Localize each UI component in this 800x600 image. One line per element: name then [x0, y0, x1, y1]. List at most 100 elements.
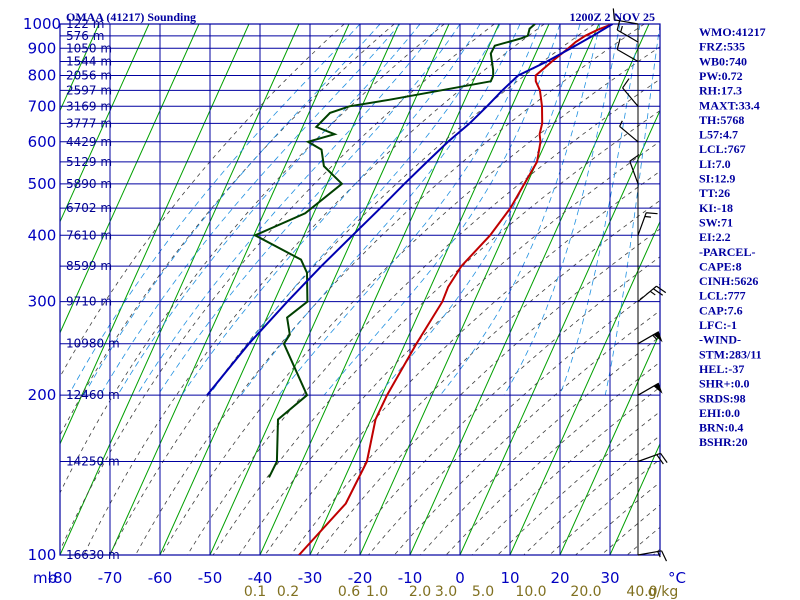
stat-line: LI:7.0 [699, 157, 731, 171]
y-axis-unit-label: mb [33, 569, 57, 587]
stat-line: TT:26 [699, 186, 730, 200]
barb-staff [622, 87, 639, 107]
height-label: 5129 m [66, 155, 112, 169]
mixing-ratio-label: 2.0 [409, 584, 431, 600]
x-tick-label: -20 [348, 569, 373, 587]
barb-staff [629, 161, 639, 185]
chart-title: OMAA (41217) Sounding [66, 10, 196, 24]
barb-half [619, 120, 623, 127]
moist-adiabat-line [117, 24, 421, 396]
stat-line: STM:283/11 [699, 347, 762, 361]
isotherm-line [459, 109, 660, 555]
height-label: 1050 m [66, 41, 112, 55]
barb-staff [637, 382, 660, 396]
barb-staff [616, 48, 639, 63]
stat-line: KI:-18 [699, 201, 733, 215]
barb-pennant [653, 383, 663, 394]
x-tick-label: 0 [455, 569, 465, 587]
dry-adiabat-line [60, 24, 495, 552]
stat-line: CAP:7.6 [699, 303, 743, 317]
height-label: 10980 m [66, 337, 120, 351]
stat-line: BRN:0.4 [699, 421, 743, 435]
stat-line: LFC:-1 [699, 318, 737, 332]
y-tick-label: 200 [28, 386, 57, 404]
y-tick-label: 900 [28, 39, 57, 57]
stat-line: EHI:0.0 [699, 406, 740, 420]
wind-barb [637, 212, 658, 236]
dry-adiabat-line [575, 481, 660, 555]
y-tick-label: 400 [28, 226, 57, 244]
stat-line: EI:2.2 [699, 230, 731, 244]
stat-line: RH:17.3 [699, 84, 742, 98]
mixing-ratio-label: 10.0 [515, 584, 546, 600]
stat-line: FRZ:535 [699, 40, 745, 54]
x-tick-label: -80 [48, 569, 73, 587]
wind-barb [619, 120, 639, 143]
moist-adiabat-line [559, 24, 641, 396]
barb-full [612, 8, 615, 20]
isotherm-line [159, 24, 400, 555]
height-label: 14250 m [66, 454, 120, 468]
dry-adiabat-line [161, 46, 660, 555]
stat-line: PW:0.72 [699, 69, 743, 83]
x-tick-label: 30 [600, 569, 619, 587]
grid-lines [59, 23, 661, 556]
isotherm-line [409, 24, 650, 555]
wind-barbs [612, 8, 668, 562]
moist-adiabat-line [240, 24, 521, 396]
barb-full [656, 454, 664, 465]
height-label: 8599 m [66, 259, 112, 273]
wind-barb [637, 452, 668, 465]
sounding-series [206, 24, 614, 555]
height-label: 16630 m [66, 548, 120, 562]
barb-full [656, 285, 667, 294]
barb-half [620, 25, 623, 33]
wind-barb [612, 8, 639, 25]
y-tick-label: 1000 [23, 15, 61, 33]
isotherm-lines [60, 24, 660, 555]
height-label: 5890 m [66, 177, 112, 191]
x-tick-label: 10 [500, 569, 519, 587]
isotherm-line [609, 442, 660, 555]
moist-adiabat-line [323, 24, 561, 396]
x-tick-label: 20 [550, 569, 569, 587]
moist-adiabat-line [136, 24, 441, 396]
height-label: 1544 m [66, 54, 112, 68]
stat-line: -PARCEL- [699, 245, 755, 259]
moist-adiabat-line [99, 24, 401, 396]
dry-adiabat-lines [60, 24, 660, 555]
x-tick-label: -50 [198, 569, 223, 587]
stat-line: WB0:740 [699, 54, 747, 68]
stat-line: LCL:767 [699, 142, 746, 156]
mixing-ratio-label: 20.0 [570, 584, 601, 600]
height-label: 6702 m [66, 201, 112, 215]
series-line-dewpoint [252, 24, 536, 478]
barb-staff [637, 212, 647, 236]
chart-datetime: 1200Z 2 NOV 25 [570, 10, 655, 24]
height-label: 2056 m [66, 68, 112, 82]
height-label: 12460 m [66, 388, 120, 402]
height-label: 2597 m [66, 83, 112, 97]
y-tick-label: 100 [28, 546, 57, 564]
moist-adiabat-line [377, 24, 581, 396]
stat-line: -WIND- [699, 333, 741, 347]
height-label: 9710 m [66, 295, 112, 309]
isotherm-line [109, 24, 350, 555]
barb-staff [619, 125, 639, 143]
barb-full [622, 78, 630, 89]
stat-line: SRDS:98 [699, 391, 746, 405]
height-label: 7610 m [66, 228, 112, 242]
barb-staff [637, 285, 657, 303]
barb-staff [614, 19, 639, 25]
isotherm-line [209, 24, 450, 555]
stat-line: LCL:777 [699, 289, 746, 303]
isotherm-line [359, 24, 600, 555]
stat-line: MAXT:33.4 [699, 98, 760, 112]
height-label: 3777 m [66, 116, 112, 130]
y-tick-label: 600 [28, 133, 57, 151]
isotherm-line [559, 331, 660, 555]
y-tick-label: 800 [28, 66, 57, 84]
stat-line: SI:12.9 [699, 172, 735, 186]
